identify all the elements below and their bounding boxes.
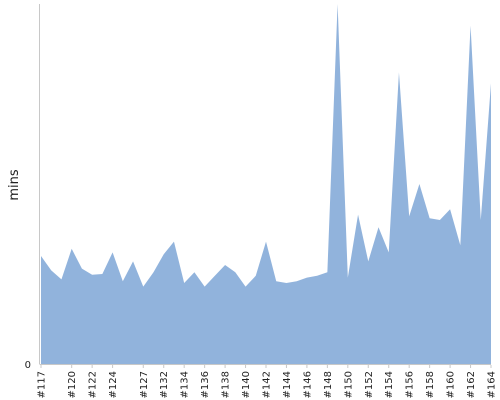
y-tick-label-zero: 0 (25, 360, 31, 371)
x-tick-label: #164 (487, 371, 498, 398)
x-tick-label: #148 (323, 371, 334, 398)
data-point (192, 270, 196, 274)
data-point (397, 70, 401, 74)
data-point (274, 279, 278, 283)
y-axis-title: mins (7, 169, 22, 201)
data-point (111, 250, 115, 254)
data-point (182, 281, 186, 285)
data-point (141, 285, 145, 289)
x-tick-label: #134 (180, 371, 191, 398)
x-tick-label: #160 (446, 371, 457, 398)
data-point (315, 274, 319, 278)
area-series (41, 4, 491, 364)
data-point (479, 218, 483, 222)
data-point (70, 247, 74, 251)
data-point (213, 274, 217, 278)
x-tick-label: #152 (364, 371, 375, 398)
data-point (90, 273, 94, 277)
x-tick-label: #150 (343, 371, 354, 398)
data-point (305, 276, 309, 280)
x-tick-label: #136 (200, 371, 211, 398)
x-tick-label: #162 (466, 371, 477, 398)
x-tick-label: #140 (241, 371, 252, 398)
data-point (346, 276, 350, 280)
x-tick-label: #156 (405, 371, 416, 398)
data-point (377, 225, 381, 229)
x-tick-label: #124 (108, 371, 119, 398)
data-point (162, 252, 166, 256)
data-point (203, 285, 207, 289)
data-point (254, 274, 258, 278)
data-point (59, 277, 63, 281)
data-point (438, 218, 442, 222)
data-point (284, 281, 288, 285)
data-point (295, 279, 299, 283)
x-tick-label: #158 (425, 371, 436, 398)
data-point (417, 182, 421, 186)
data-point (244, 285, 248, 289)
data-point (80, 267, 84, 271)
data-point (100, 272, 104, 276)
data-point (469, 24, 473, 28)
data-point (428, 216, 432, 220)
data-point (325, 270, 329, 274)
x-tick-label: #120 (67, 371, 78, 398)
data-point (233, 270, 237, 274)
data-point (458, 243, 462, 247)
data-point (356, 213, 360, 217)
x-tick-label: #144 (282, 371, 293, 398)
data-point (152, 270, 156, 274)
x-tick-label: #142 (262, 371, 273, 398)
x-tick-label: #122 (88, 371, 99, 398)
x-tick-label: #117 (37, 371, 48, 398)
data-point (387, 250, 391, 254)
data-point (121, 279, 125, 283)
data-point (448, 207, 452, 211)
x-tick-label: #132 (159, 371, 170, 398)
data-point (366, 259, 370, 263)
x-tick-label: #138 (221, 371, 232, 398)
x-tick-label: #127 (139, 371, 150, 398)
x-tick-label: #154 (384, 371, 395, 398)
data-point (264, 240, 268, 244)
data-point (49, 268, 53, 272)
x-tick-label: #146 (302, 371, 313, 398)
data-point (489, 81, 493, 85)
data-point (407, 214, 411, 218)
data-point (172, 240, 176, 244)
data-point (131, 259, 135, 263)
data-point (223, 263, 227, 267)
data-point (336, 2, 340, 6)
